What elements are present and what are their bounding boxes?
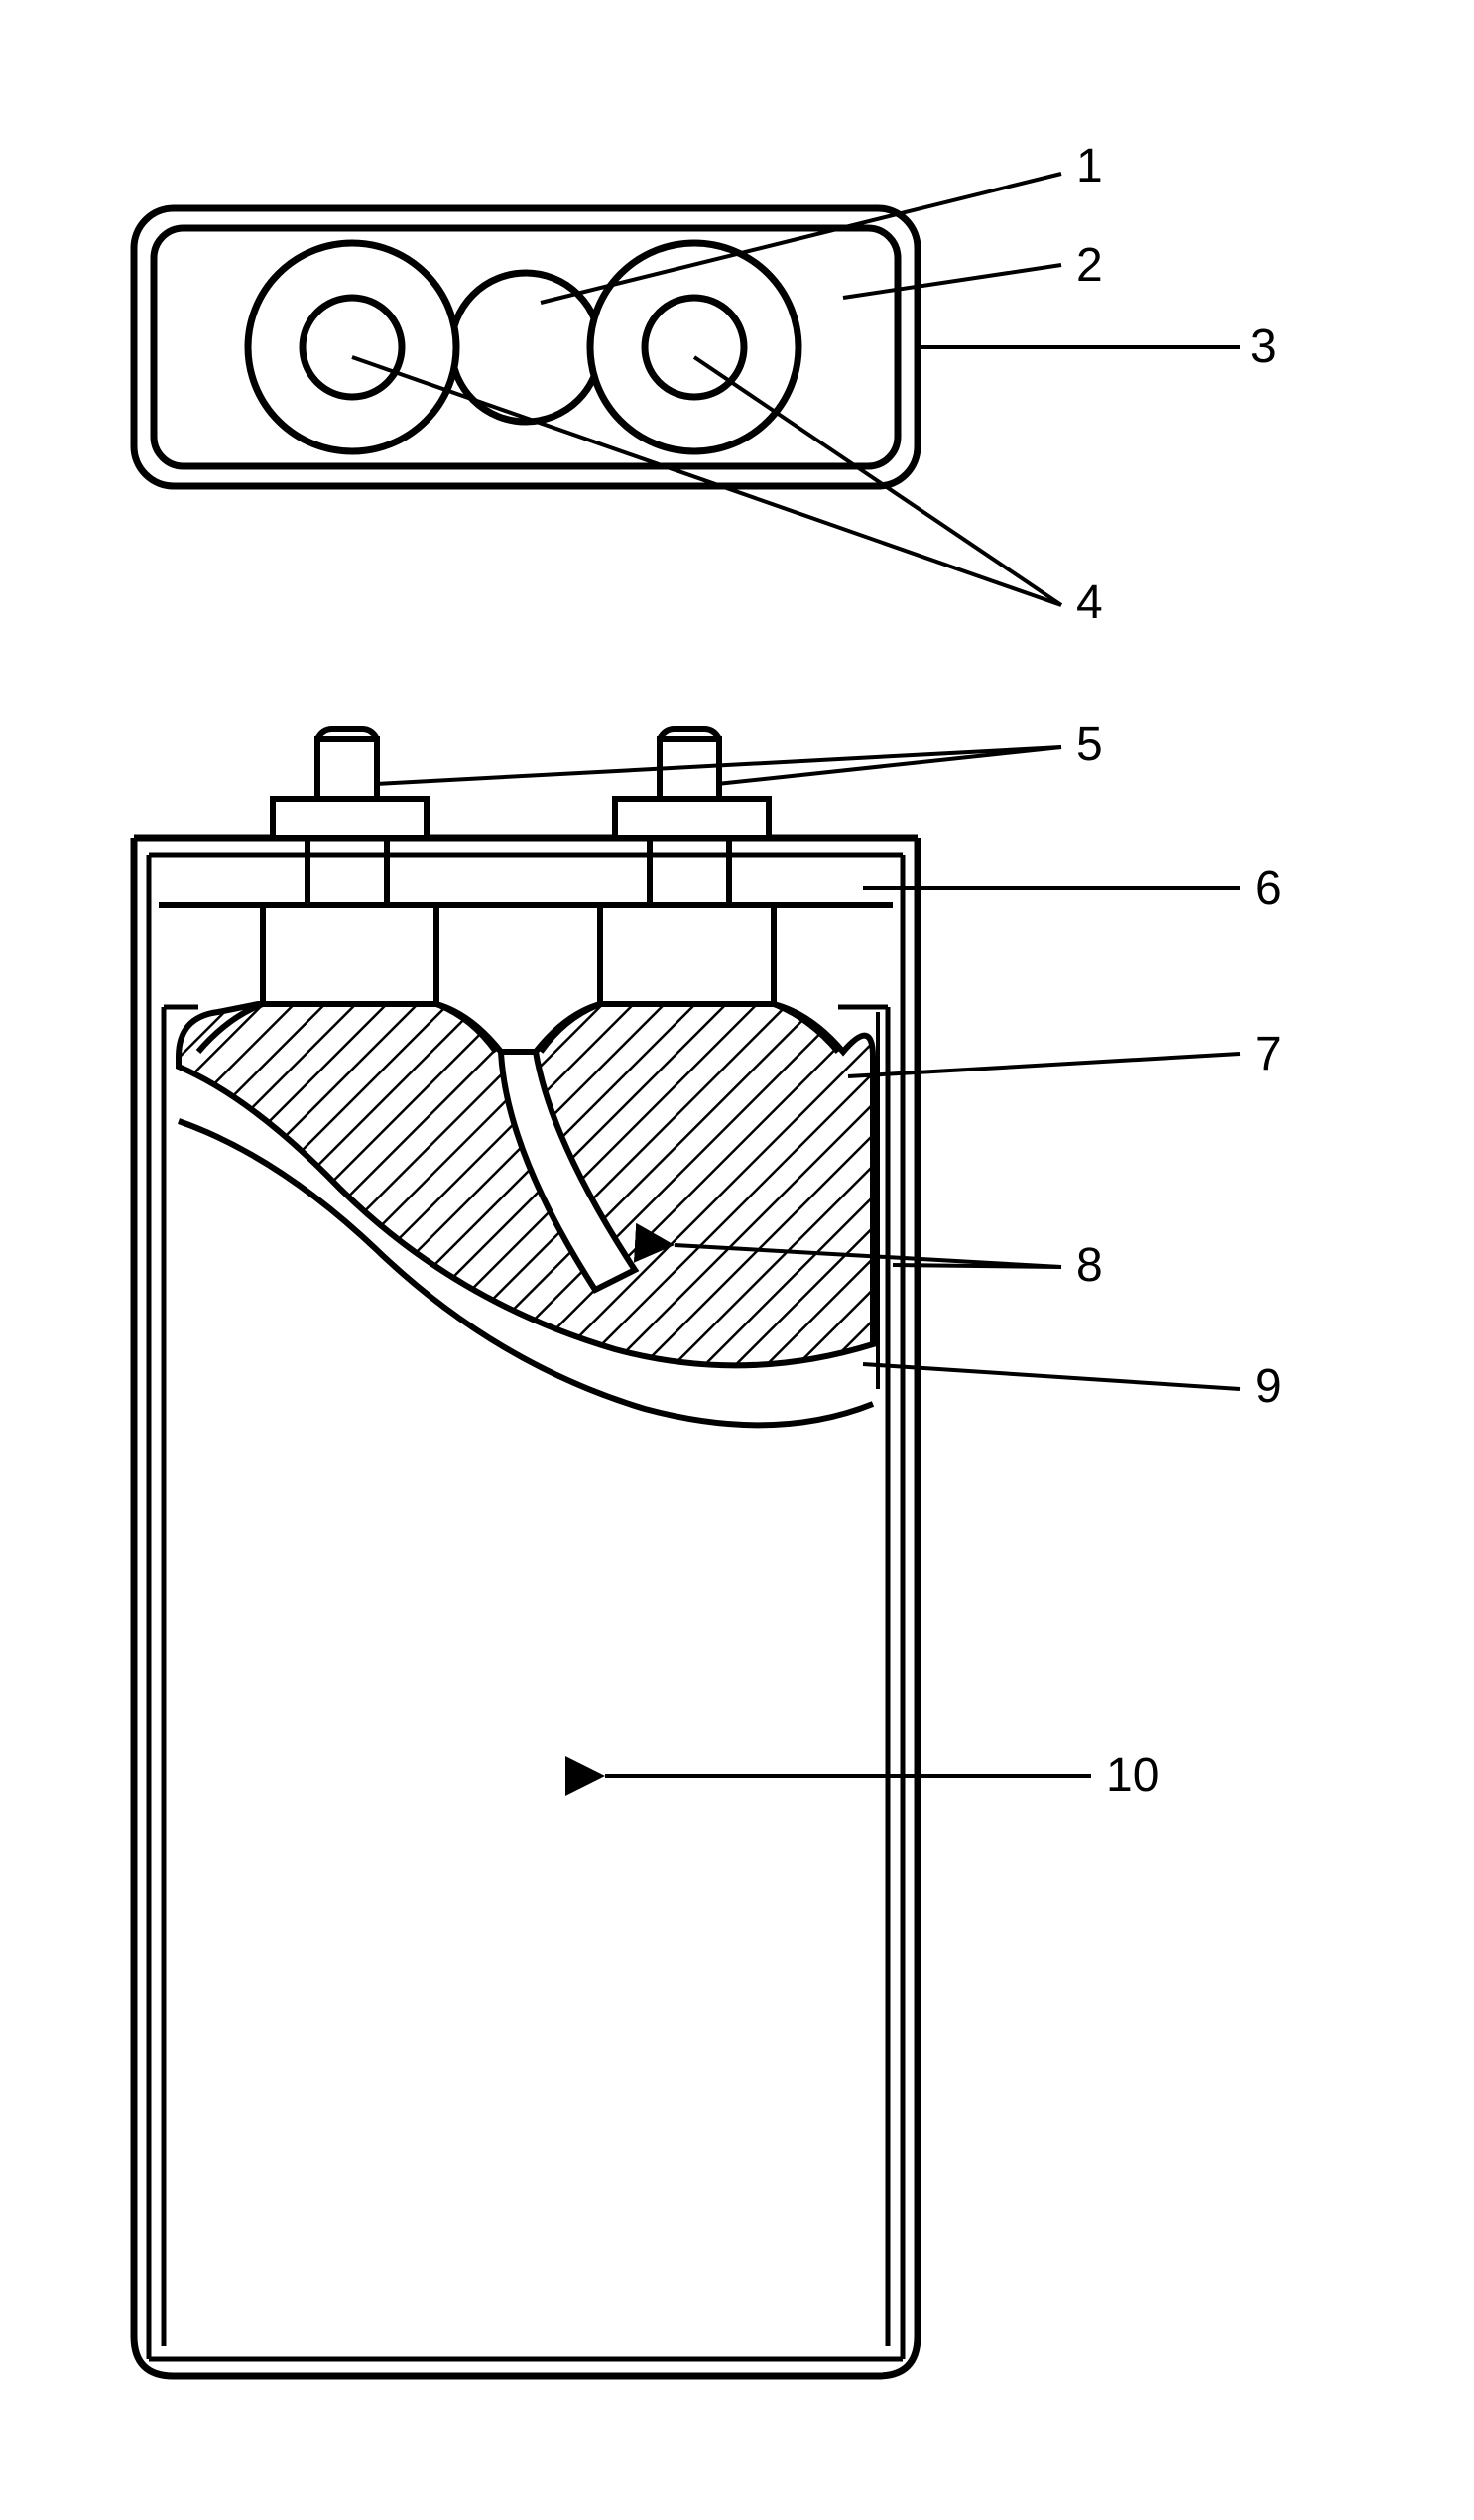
- label-8: 8: [1076, 1238, 1103, 1293]
- diagram-container: 1 2 3 4 5 6 7 8 9 10: [0, 0, 1474, 2520]
- label-10: 10: [1106, 1748, 1159, 1803]
- label-7: 7: [1255, 1027, 1282, 1081]
- leader-lines: [352, 174, 1240, 1776]
- hatched-electrode: [179, 905, 873, 1425]
- label-5: 5: [1076, 717, 1103, 772]
- label-2: 2: [1076, 238, 1103, 293]
- label-3: 3: [1250, 319, 1277, 374]
- label-1: 1: [1076, 139, 1103, 193]
- label-6: 6: [1255, 861, 1282, 916]
- label-9: 9: [1255, 1359, 1282, 1414]
- label-4: 4: [1076, 575, 1103, 630]
- side-view: [134, 729, 918, 2376]
- battery-diagram: [0, 0, 1474, 2520]
- top-view: [134, 208, 918, 486]
